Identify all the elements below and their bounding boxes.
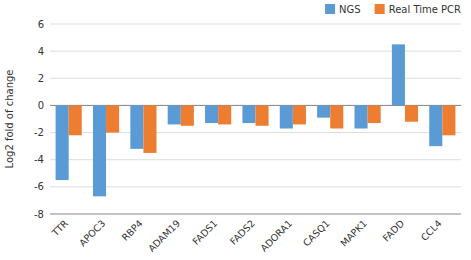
bar <box>368 105 381 123</box>
x-axis-line <box>50 214 461 215</box>
bar <box>242 105 255 123</box>
grid-line <box>50 24 461 25</box>
bar <box>280 105 293 128</box>
x-tick-label: RBP4 <box>119 218 144 243</box>
legend-label: Real Time PCR <box>389 4 461 15</box>
bar <box>93 105 106 196</box>
chart-container: -8 -6 -4 -2 0 2 4 6 TTR APOC3 RBP4ADAM19 FADS1 FADS2… <box>0 0 471 260</box>
y-tick-label: 2 <box>38 73 44 84</box>
bar <box>69 105 82 135</box>
bar <box>218 105 231 124</box>
x-tick-label: CASQ1 <box>301 218 332 249</box>
x-tick-label: APOC3 <box>77 218 108 249</box>
x-tick-label: FADS1 <box>190 218 219 247</box>
x-tick-label: TTR <box>49 217 71 239</box>
legend-swatch <box>325 4 335 14</box>
bar <box>106 105 119 132</box>
bar <box>143 105 156 153</box>
bar <box>429 105 442 146</box>
y-tick-label: -4 <box>34 154 44 165</box>
y-tick-label: 0 <box>38 100 44 111</box>
legend-swatch <box>375 4 385 14</box>
bar <box>181 105 194 125</box>
y-tick-label: 4 <box>38 46 44 57</box>
bar <box>205 105 218 123</box>
x-tick-label: ADAM19 <box>146 218 182 254</box>
x-tick-label: ADORA1 <box>258 218 294 254</box>
bar <box>330 105 343 128</box>
bars <box>56 44 456 196</box>
y-tick-label: -6 <box>34 181 44 192</box>
x-tick-label: CCL4 <box>419 218 444 243</box>
grid-line <box>50 186 461 187</box>
bar <box>293 105 306 124</box>
bar <box>56 105 69 180</box>
grid-line <box>50 214 461 215</box>
y-axis-label: Log2 fold of change <box>4 70 15 169</box>
x-tick-label: MAPK1 <box>338 218 369 249</box>
x-tick-label: FADD <box>380 218 406 244</box>
bar <box>317 105 330 117</box>
x-tick-label: FADS2 <box>228 218 257 247</box>
grid-line <box>50 159 461 160</box>
y-tick-label: -2 <box>34 127 44 138</box>
bar <box>355 105 368 128</box>
y-tick-label: 6 <box>38 19 44 30</box>
chart: -8 -6 -4 -2 0 2 4 6 TTR APOC3 RBP4ADAM19 FADS1 FADS2… <box>0 0 471 260</box>
bar <box>168 105 181 124</box>
bar <box>256 105 269 125</box>
legend: NGS Real Time PCR <box>325 4 461 15</box>
y-tick-label: -8 <box>34 209 44 220</box>
bar <box>392 44 405 105</box>
bar <box>442 105 455 135</box>
bar <box>130 105 143 148</box>
y-grid <box>50 24 461 214</box>
bar <box>405 105 418 121</box>
legend-label: NGS <box>339 4 361 15</box>
